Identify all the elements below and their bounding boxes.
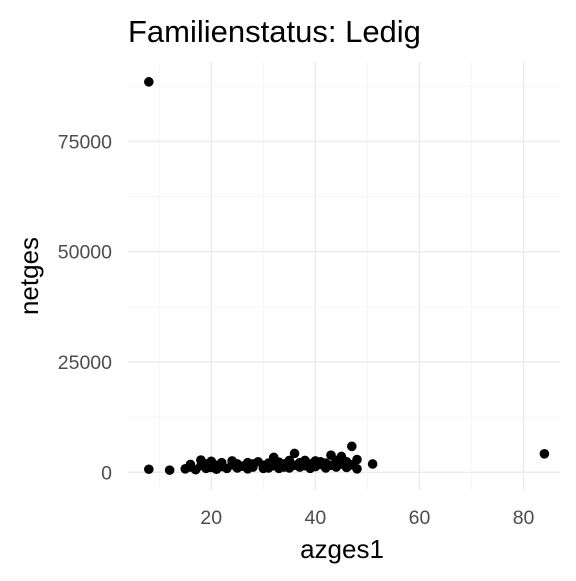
data-point [144,464,154,475]
data-point [347,441,357,452]
y-tick-label: 0 [101,462,112,484]
y-axis-title: netges [14,237,44,315]
y-tick-label: 50000 [58,242,112,264]
data-point [164,465,175,475]
x-tick-label: 20 [200,507,222,529]
data-point [539,449,550,459]
x-tick-label: 40 [305,507,327,529]
data-point [144,77,154,87]
data-point [289,448,300,459]
x-tick-label: 80 [513,507,535,529]
data-point [367,459,378,469]
data-point [352,454,362,465]
data-point [352,464,362,474]
grid-lines [128,62,560,490]
y-axis-tick-labels: 0 25000 50000 75000 [58,131,112,484]
data-points [144,77,550,475]
x-axis-tick-labels: 20 40 60 80 [200,507,534,529]
x-tick-label: 60 [409,507,431,529]
y-tick-label: 75000 [58,131,112,153]
y-tick-label: 25000 [58,352,112,374]
chart-title: Familienstatus: Ledig [128,14,421,49]
x-axis-title: azges1 [300,534,384,564]
